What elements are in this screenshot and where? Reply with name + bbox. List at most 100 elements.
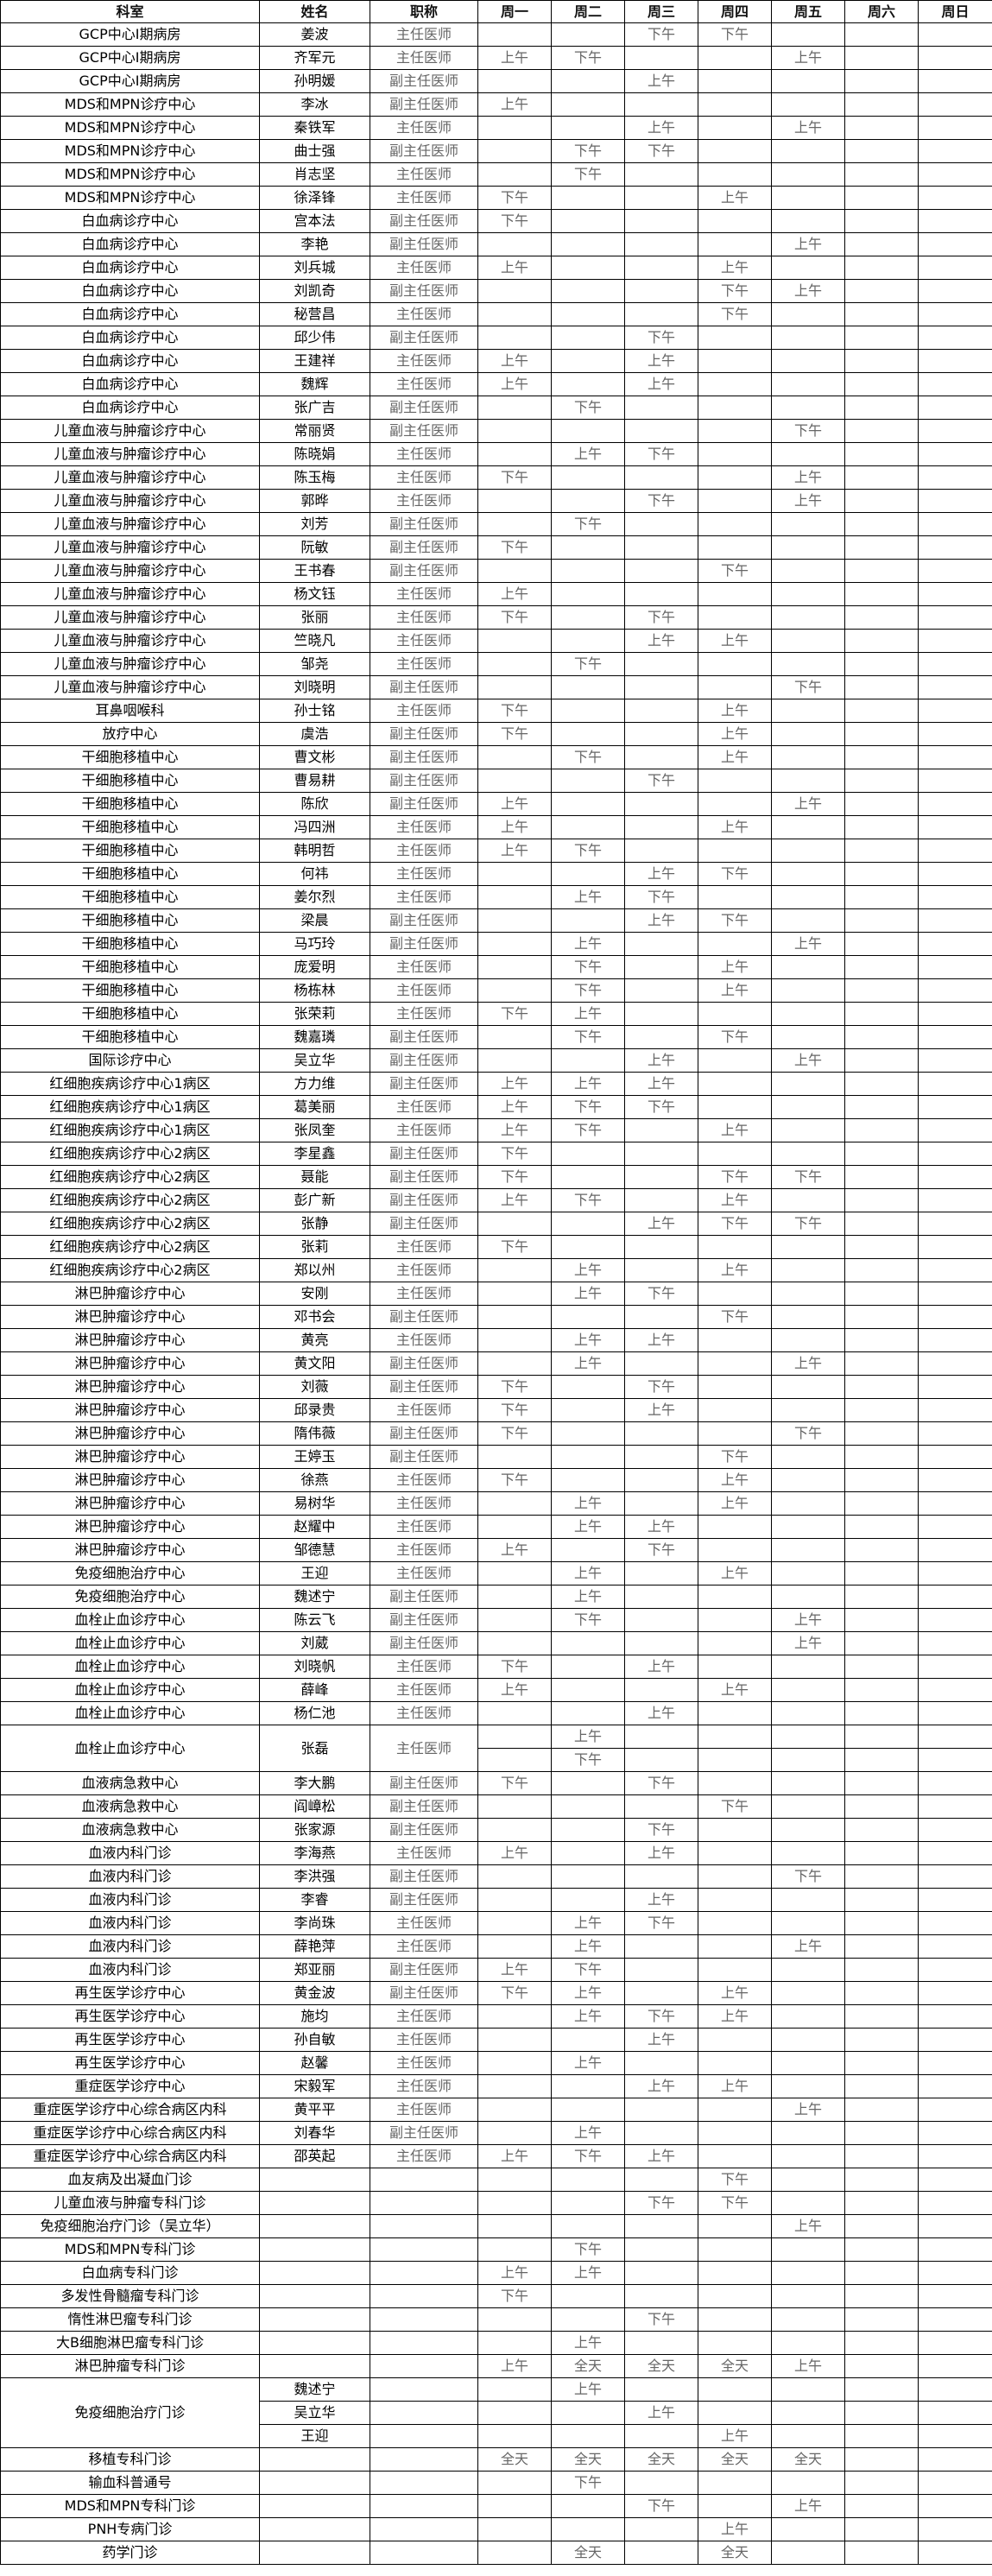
table-row: 干细胞移植中心 冯四洲 主任医师 上午 上午 — [0, 815, 992, 839]
department-cell: MDS和MPN诊疗中心 — [0, 139, 260, 163]
slot-saturday — [844, 2354, 919, 2378]
slot-tuesday: 下午 — [551, 652, 625, 676]
department-cell: 干细胞移植中心 — [0, 769, 260, 793]
slot-wednesday: 下午 — [624, 22, 698, 47]
doctor-name-cell: 秦铁军 — [259, 116, 370, 140]
slot-wednesday — [624, 839, 698, 863]
doctor-name-cell: 杨文钰 — [259, 582, 370, 606]
slot-saturday — [844, 1328, 919, 1352]
table-row: 血栓止血诊疗中心 杨仁池 主任医师 上午 — [0, 1701, 992, 1725]
slot-tuesday: 下午 — [551, 512, 625, 536]
department-cell: 淋巴肿瘤诊疗中心 — [0, 1445, 260, 1469]
slot-monday — [477, 1608, 552, 1632]
slot-saturday — [844, 1725, 919, 1749]
table-row: 淋巴肿瘤诊疗中心 隋伟薇 副主任医师 下午 下午 — [0, 1421, 992, 1446]
doctor-name-cell: 曹易耕 — [259, 769, 370, 793]
slot-tuesday — [551, 186, 625, 210]
slot-thursday — [698, 769, 772, 793]
slot-thursday: 下午 — [698, 559, 772, 583]
slot-friday — [771, 1305, 845, 1329]
slot-saturday — [844, 2191, 919, 2215]
slot-tuesday — [551, 862, 625, 886]
doctor-name-cell: 邹尧 — [259, 652, 370, 676]
slot-sunday — [918, 372, 992, 396]
department-cell: 淋巴肿瘤诊疗中心 — [0, 1468, 260, 1492]
department-cell: 再生医学诊疗中心 — [0, 2051, 260, 2075]
doctor-name-cell: 赵馨 — [259, 2051, 370, 2075]
doctor-name-cell — [259, 2168, 370, 2192]
slot-friday: 上午 — [771, 2494, 845, 2518]
slot-tuesday — [551, 69, 625, 93]
department-cell: 白血病诊疗中心 — [0, 232, 260, 256]
slot-tuesday: 上午 — [551, 1491, 625, 1516]
table-row: 血栓止血诊疗中心 刘葳 副主任医师 上午 — [0, 1631, 992, 1655]
doctor-name-cell: 刘兵城 — [259, 256, 370, 280]
doctor-name-cell: 张丽 — [259, 605, 370, 630]
slot-friday: 上午 — [771, 1351, 845, 1376]
table-row: 白血病诊疗中心 李艳 副主任医师 上午 — [0, 232, 992, 256]
doctor-name-cell: 曲士强 — [259, 139, 370, 163]
slot-friday — [771, 2074, 845, 2098]
doctor-title-cell: 副主任医师 — [370, 1818, 478, 1842]
slot-sunday — [918, 2051, 992, 2075]
slot-monday — [477, 2191, 552, 2215]
slot-saturday — [844, 1678, 919, 1702]
slot-monday — [477, 1212, 552, 1236]
doctor-name-cell: 马巧玲 — [259, 932, 370, 956]
doctor-title-cell: 主任医师 — [370, 442, 478, 466]
header-name: 姓名 — [259, 0, 370, 23]
slot-monday: 上午 — [477, 2354, 552, 2378]
slot-friday — [771, 1981, 845, 2005]
slot-saturday — [844, 1958, 919, 1982]
slot-friday: 上午 — [771, 2098, 845, 2122]
slot-saturday — [844, 675, 919, 699]
doctor-name-cell: 张荣莉 — [259, 1002, 370, 1026]
doctor-name-cell: 聂能 — [259, 1165, 370, 1189]
table-row: 淋巴肿瘤诊疗中心 王婷玉 副主任医师 下午 — [0, 1445, 992, 1469]
table-row: 白血病诊疗中心 王建祥 主任医师 上午 上午 — [0, 349, 992, 373]
slot-monday — [477, 279, 552, 303]
doctor-title-cell: 主任医师 — [370, 1002, 478, 1026]
slot-thursday — [698, 326, 772, 350]
doctor-title-cell: 主任医师 — [370, 465, 478, 490]
header-tuesday: 周二 — [551, 0, 625, 23]
slot-saturday — [844, 2051, 919, 2075]
slot-saturday — [844, 1864, 919, 1889]
doctor-title-cell: 主任医师 — [370, 1725, 478, 1772]
department-cell: 儿童血液与肿瘤诊疗中心 — [0, 442, 260, 466]
doctor-title-cell — [370, 2354, 478, 2378]
department-cell: 淋巴肿瘤诊疗中心 — [0, 1538, 260, 1562]
department-cell: 白血病专科门诊 — [0, 2261, 260, 2285]
slot-tuesday: 上午 — [551, 2004, 625, 2029]
doctor-name-cell: 王建祥 — [259, 349, 370, 373]
slot-sunday — [918, 1748, 992, 1772]
slot-friday — [771, 1188, 845, 1212]
slot-friday — [771, 2541, 845, 2565]
slot-wednesday — [624, 2214, 698, 2238]
doctor-title-cell — [370, 2261, 478, 2285]
slot-friday: 下午 — [771, 1421, 845, 1446]
slot-thursday — [698, 1864, 772, 1889]
slot-tuesday: 上午 — [551, 1725, 625, 1749]
slot-tuesday — [551, 1398, 625, 1422]
slot-sunday — [918, 2331, 992, 2355]
slot-wednesday — [624, 1864, 698, 1889]
table-row: 红细胞疾病诊疗中心1病区 张凤奎 主任医师 上午 下午 上午 — [0, 1118, 992, 1142]
slot-wednesday: 下午 — [624, 2004, 698, 2029]
slot-thursday — [698, 465, 772, 490]
doctor-title-cell: 主任医师 — [370, 1538, 478, 1562]
slot-friday: 上午 — [771, 46, 845, 70]
department-cell: 儿童血液与肿瘤诊疗中心 — [0, 489, 260, 513]
slot-monday: 下午 — [477, 1421, 552, 1446]
slot-friday — [771, 302, 845, 326]
slot-sunday — [918, 2517, 992, 2541]
slot-sunday — [918, 2214, 992, 2238]
slot-friday — [771, 22, 845, 47]
slot-tuesday — [551, 1864, 625, 1889]
slot-sunday — [918, 1538, 992, 1562]
slot-thursday — [698, 1072, 772, 1096]
doctor-name-cell: 刘葳 — [259, 1631, 370, 1655]
doctor-name-cell: 梁晨 — [259, 908, 370, 933]
slot-wednesday — [624, 2261, 698, 2285]
slot-tuesday — [551, 1818, 625, 1842]
